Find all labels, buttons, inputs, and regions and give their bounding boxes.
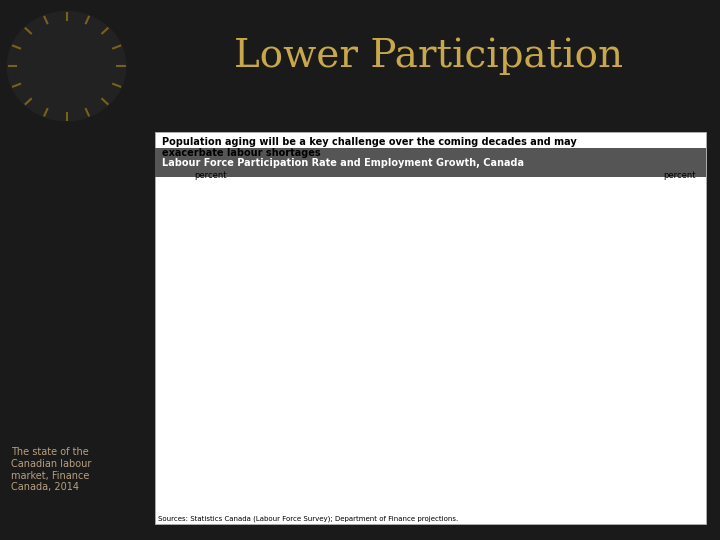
Text: Population aging will be a key challenge over the coming decades and may
exacerb: Population aging will be a key challenge… bbox=[162, 137, 577, 158]
Text: Historical: Historical bbox=[291, 192, 340, 202]
Text: Growth in employment
(right scale): Growth in employment (right scale) bbox=[501, 384, 593, 441]
Text: Labour force participation rate
(left scale): Labour force participation rate (left sc… bbox=[501, 278, 624, 337]
Text: percent: percent bbox=[663, 171, 696, 180]
Text: The state of the
Canadian labour
market, Finance
Canada, 2014: The state of the Canadian labour market,… bbox=[11, 448, 91, 492]
Text: Labour Force Participation Rate and Employment Growth, Canada: Labour Force Participation Rate and Empl… bbox=[162, 158, 524, 167]
Circle shape bbox=[7, 11, 126, 121]
Text: percent: percent bbox=[194, 171, 227, 180]
Text: Sources: Statistics Canada (Labour Force Survey); Department of Finance projecti: Sources: Statistics Canada (Labour Force… bbox=[158, 515, 459, 522]
Text: Lower Participation: Lower Participation bbox=[234, 38, 623, 76]
Text: Projected: Projected bbox=[543, 192, 592, 202]
